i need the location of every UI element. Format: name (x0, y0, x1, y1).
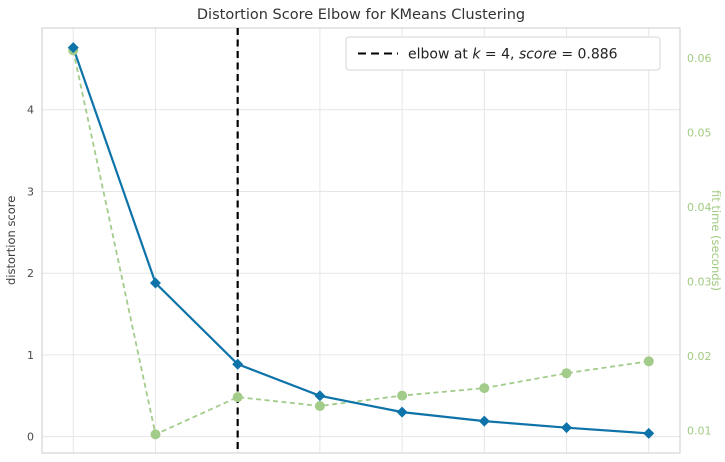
legend-box (345, 36, 661, 71)
left-tick-label: 4 (27, 104, 34, 117)
left-tick-label: 3 (27, 185, 34, 198)
distortion-line (72, 47, 649, 435)
plot-border (41, 27, 681, 454)
right-axis-label: fit time (seconds) (709, 189, 723, 292)
right-tick-label: 0.05 (687, 126, 712, 139)
legend: elbow at k = 4, score = 0.886 (345, 36, 661, 71)
right-tick-label: 0.03 (687, 276, 712, 289)
distortion-marker (643, 427, 655, 439)
legend-label: elbow at k = 4, score = 0.886 (408, 47, 618, 63)
fit-time-marker (150, 429, 161, 440)
fit-time-line (72, 50, 649, 436)
left-tick-label: 0 (27, 431, 34, 444)
chart-title: Distortion Score Elbow for KMeans Cluste… (196, 7, 526, 23)
fit-time-marker (643, 356, 654, 367)
distortion-marker (232, 358, 244, 370)
fit-time-marker (397, 390, 408, 401)
distortion-marker (478, 415, 490, 427)
distortion-marker (67, 42, 79, 54)
fit-time-marker (561, 368, 572, 379)
distortion-marker (561, 422, 573, 434)
right-tick-label: 0.06 (687, 52, 712, 65)
fit-time-marker (314, 401, 325, 411)
distortion-marker (396, 406, 408, 418)
plot-area (42, 28, 680, 453)
right-tick-label: 0.04 (687, 201, 712, 214)
right-tick-label: 0.01 (687, 425, 712, 438)
fit-time-marker (479, 383, 490, 394)
fit-time-marker (232, 392, 243, 403)
left-tick-label: 1 (27, 349, 34, 362)
right-tick-label: 0.02 (687, 350, 712, 363)
left-tick-label: 2 (27, 267, 34, 280)
distortion-marker (149, 277, 161, 289)
distortion-marker (314, 390, 326, 402)
